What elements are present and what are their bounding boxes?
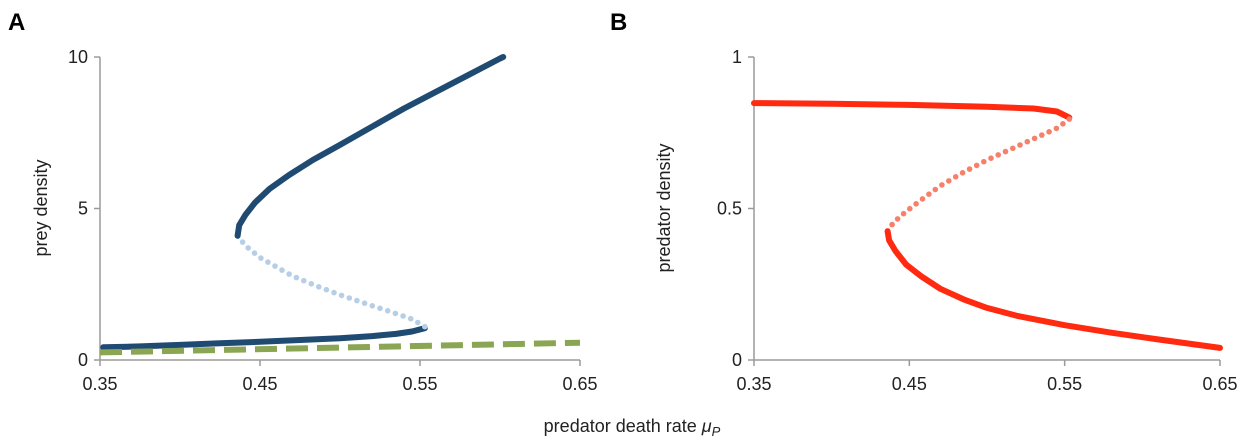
unstable-point bbox=[946, 178, 952, 184]
unstable-point bbox=[346, 295, 353, 301]
x-tick-label: 0.65 bbox=[1202, 374, 1237, 394]
x-tick-label: 0.55 bbox=[1047, 374, 1082, 394]
unstable-branch-series bbox=[884, 116, 1073, 234]
unstable-point bbox=[361, 300, 368, 307]
unstable-point bbox=[959, 170, 966, 176]
y-tick-label: 1 bbox=[732, 47, 742, 67]
panel-a-chart: A prey density 0 5 10 0.35 0.45 0.55 0.65 bbox=[8, 9, 598, 394]
panel-b-y-axis-title: predator density bbox=[654, 143, 674, 272]
shared-x-axis-title: predator death rate μP bbox=[544, 416, 721, 439]
x-tick-label: 0.35 bbox=[736, 374, 771, 394]
unstable-point bbox=[939, 182, 945, 188]
unstable-point bbox=[1002, 148, 1009, 155]
unstable-point bbox=[1024, 138, 1031, 145]
unstable-point bbox=[338, 292, 345, 299]
y-tick-label: 0.5 bbox=[717, 199, 742, 219]
unstable-point bbox=[392, 310, 399, 317]
stable-branch-series bbox=[100, 325, 428, 351]
unstable-point bbox=[1060, 121, 1066, 127]
unstable-point bbox=[1010, 145, 1016, 152]
unstable-point bbox=[323, 286, 330, 293]
unstable-point bbox=[286, 271, 292, 277]
stable-branch-series bbox=[234, 54, 507, 239]
x-tick-label: 0.35 bbox=[82, 374, 117, 394]
unstable-point bbox=[354, 297, 360, 304]
unstable-point bbox=[988, 155, 994, 161]
panel-a-y-axis-title: prey density bbox=[31, 159, 51, 256]
unstable-point bbox=[415, 319, 421, 326]
unstable-point bbox=[265, 259, 271, 265]
stable-branch-series bbox=[884, 228, 1223, 351]
panel-b-letter: B bbox=[610, 9, 627, 36]
reference-dashed-series bbox=[99, 339, 581, 356]
unstable-point bbox=[400, 313, 406, 319]
y-tick-label: 5 bbox=[78, 199, 88, 219]
unstable-point bbox=[272, 263, 278, 269]
unstable-point bbox=[251, 250, 258, 256]
y-tick-label: 0 bbox=[732, 350, 742, 370]
unstable-point bbox=[913, 201, 919, 207]
x-axis-title-symbol: μ bbox=[701, 416, 712, 436]
panel-a-letter: A bbox=[8, 9, 25, 36]
unstable-point bbox=[1039, 132, 1045, 138]
unstable-point bbox=[907, 205, 913, 212]
unstable-point bbox=[981, 158, 987, 165]
unstable-point bbox=[1046, 129, 1052, 135]
unstable-point bbox=[1066, 116, 1073, 122]
unstable-point bbox=[952, 174, 959, 180]
unstable-point bbox=[1053, 125, 1060, 132]
unstable-branch-series bbox=[234, 233, 428, 330]
unstable-point bbox=[369, 303, 376, 309]
unstable-point bbox=[900, 210, 907, 217]
unstable-point bbox=[1017, 142, 1023, 148]
unstable-point bbox=[889, 221, 895, 228]
unstable-point bbox=[422, 323, 428, 330]
unstable-point bbox=[894, 216, 901, 222]
unstable-point bbox=[258, 255, 264, 261]
unstable-point bbox=[239, 239, 246, 245]
x-axis-title-subscript: P bbox=[712, 424, 721, 439]
unstable-point bbox=[966, 166, 973, 172]
stable-branch-series bbox=[751, 100, 1073, 121]
y-tick-label: 10 bbox=[68, 47, 88, 67]
unstable-point bbox=[377, 305, 383, 312]
panel-b-chart: B predator density 0 0.5 1 0.35 0.45 0.55 0.65 bbox=[610, 9, 1238, 394]
unstable-point bbox=[279, 267, 285, 273]
x-tick-label: 0.45 bbox=[242, 374, 277, 394]
x-tick-label: 0.65 bbox=[562, 374, 597, 394]
unstable-point bbox=[331, 289, 337, 296]
unstable-point bbox=[384, 308, 391, 314]
unstable-point bbox=[293, 274, 300, 281]
unstable-point bbox=[932, 186, 939, 193]
x-tick-label: 0.55 bbox=[402, 374, 437, 394]
unstable-point bbox=[308, 281, 315, 287]
unstable-point bbox=[926, 191, 932, 197]
unstable-point bbox=[245, 245, 251, 251]
unstable-point bbox=[919, 196, 926, 202]
x-tick-label: 0.45 bbox=[892, 374, 927, 394]
unstable-point bbox=[1031, 135, 1038, 142]
x-axis-title-text: predator death rate bbox=[544, 416, 702, 436]
unstable-point bbox=[995, 152, 1001, 158]
y-tick-label: 0 bbox=[78, 350, 88, 370]
unstable-point bbox=[407, 315, 414, 322]
unstable-point bbox=[301, 277, 307, 284]
unstable-point bbox=[973, 162, 980, 169]
unstable-point bbox=[316, 284, 322, 290]
